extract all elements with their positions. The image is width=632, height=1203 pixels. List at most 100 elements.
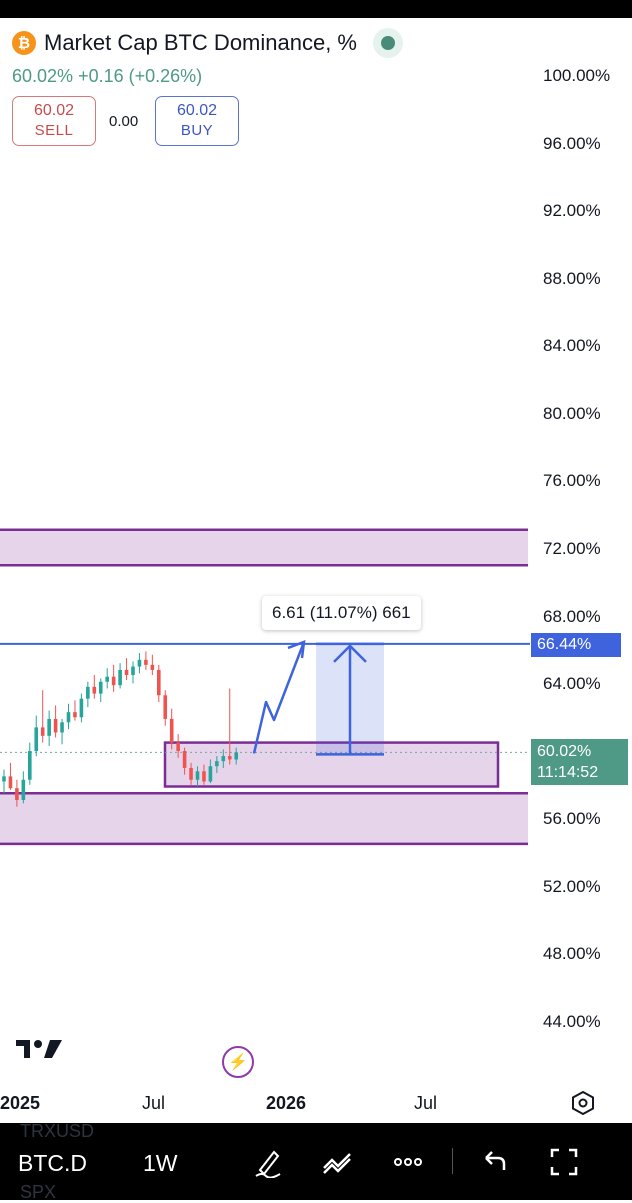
symbol-selector[interactable]: BTC.D [18,1150,87,1176]
candle-body [34,727,39,752]
candle-body [131,666,135,676]
candle-body [137,659,142,667]
symbol-header: ₿ Market Cap BTC Dominance, % [12,28,403,58]
candle-body [221,756,226,762]
candle-body [47,718,51,736]
y-tick-label: 72.00% [543,539,601,558]
candle-body [66,712,71,723]
candle-body [86,686,90,699]
price-chart[interactable] [0,0,632,1120]
candle-body [227,756,232,760]
indicators-icon[interactable] [322,1146,354,1178]
y-tick-label: 44.00% [543,1012,601,1031]
toolbar-divider [452,1148,453,1174]
y-tick-label: 80.00% [543,403,601,423]
zone-fill [0,529,528,566]
buy-label: BUY [180,122,214,139]
projection-arrowhead [287,640,306,659]
candlesticks [2,651,238,807]
target-price-tag[interactable]: 66.44% [531,633,621,657]
candle-body [195,771,200,780]
last-price-tag-text: 60.02% [537,743,592,760]
y-tick-label: 64.00% [543,674,601,694]
candle-body [176,742,180,752]
y-tick-label: 48.00% [543,944,601,964]
candle-body [98,681,103,694]
candle-body [144,659,148,665]
candle-body [182,751,187,768]
candle-body [157,669,161,696]
projection-path [252,641,306,754]
candle-body [202,771,206,782]
candle-body [150,664,155,670]
fullscreen-icon[interactable] [548,1146,580,1178]
candle-body [189,767,193,780]
more-icon[interactable] [392,1146,424,1178]
candle-body [234,752,238,760]
status-bar [0,0,632,18]
x-tick-2026: 2026 [266,1093,307,1113]
measure-text: 6.61 (11.07%) 661 [272,603,411,622]
current-price: 60.02% [12,66,74,86]
candle-body [163,695,168,719]
interval-selector[interactable]: 1W [143,1150,178,1176]
candle-body [53,718,58,733]
bottom-toolbar [0,1123,632,1200]
sell-price: 60.02 [33,102,75,119]
y-tick-label: 52.00% [543,876,601,896]
buy-button[interactable]: 60.02 BUY [155,96,239,146]
bar-countdown: 11:14:52 [537,764,599,781]
x-tick-jul-2026: Jul [414,1093,438,1113]
chart-title[interactable]: Market Cap BTC Dominance, % [44,30,357,55]
draw-pen-icon[interactable] [252,1146,284,1178]
y-tick-label: 96.00% [543,133,601,153]
tradingview-logo [16,1040,62,1058]
candle-body [40,727,45,736]
last-price-tag[interactable]: 60.02% 11:14:52 [531,739,628,785]
candle-body [2,776,6,782]
chart-drawings [252,640,384,756]
y-tick-label: 68.00% [543,606,601,626]
candle-body [215,761,219,767]
x-tick-2025: 2025 [0,1093,41,1113]
y-tick-label: 56.00% [543,809,601,829]
entry-box [163,741,500,788]
candle-body [169,718,174,743]
undo-icon[interactable] [478,1146,510,1178]
candle-body [105,676,109,682]
y-tick-label: 92.00% [543,201,601,221]
target-price-tag-text: 66.44% [537,636,592,653]
candle-body [118,669,122,686]
measure-label: 6.61 (11.07%) 661 [262,596,421,630]
candle-body [28,751,32,780]
y-tick-label: 88.00% [543,268,601,288]
watermark-symbol-bottom: SPX [20,1182,57,1202]
lightning-icon[interactable]: ⚡ [222,1046,254,1078]
market-status-icon[interactable] [373,28,403,58]
sell-label: SELL [34,122,74,139]
y-tick-label: 84.00% [543,336,601,356]
price-summary: 60.02% +0.16 (+0.26%) [12,66,202,87]
buy-price: 60.02 [176,102,218,119]
chart-settings-icon[interactable] [570,1090,596,1116]
candle-body [15,788,19,801]
x-tick-jul: Jul [142,1093,166,1113]
y-tick-label: 76.00% [543,471,601,491]
supply-demand-zones [0,528,528,846]
candle-body [124,669,129,676]
measure-arrow-head [333,644,367,663]
candle-body [111,676,116,686]
spread-value: 0.00 [109,113,139,130]
price-change: +0.16 (+0.26%) [78,66,203,86]
candle-body [208,766,213,782]
candle-body [92,686,97,694]
y-tick-label: 100.00% [543,66,611,85]
zone-fill [0,793,528,844]
candle-body [79,698,84,718]
candle-body [8,776,13,789]
bitcoin-icon: ₿ [12,31,36,55]
candle-body [21,779,26,801]
sell-button[interactable]: 60.02 SELL [12,96,96,146]
watermark-symbol-top: TRXUSD [20,1121,95,1141]
candle-body [60,722,64,733]
